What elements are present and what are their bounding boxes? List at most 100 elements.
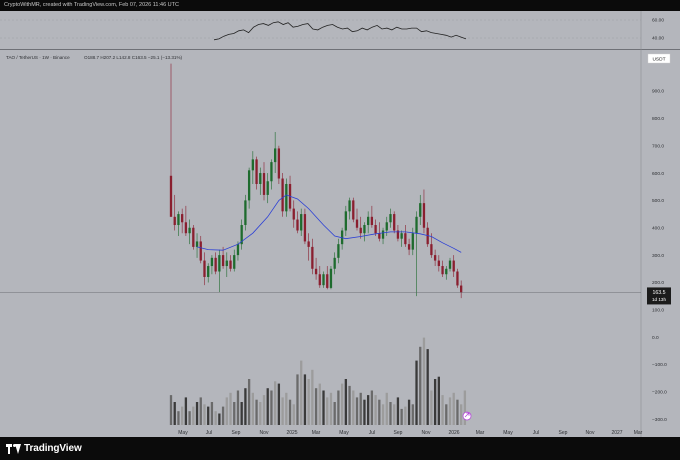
volume-bar [333,402,336,425]
candle [404,225,407,247]
candle [452,255,455,277]
volume-bar [329,392,333,425]
oscillator-tick-label: 60.00 [652,18,664,24]
candle-body [292,208,295,220]
time-axis[interactable] [0,426,641,437]
candle-body [396,230,400,239]
volume-bar [192,406,195,425]
candle [415,211,418,297]
candle-body [448,260,452,269]
volume-bar [322,390,325,425]
candle-body [311,246,314,269]
price-tick-label: 300.0 [652,253,664,259]
volume-bar [385,392,388,425]
volume-bar [445,404,448,425]
volume-bar [437,376,440,425]
candle-body [225,260,228,267]
candle-body [333,257,336,269]
candle-body [322,274,325,286]
candle [240,219,243,250]
volume-bar [318,383,321,425]
candle-body [233,255,236,269]
candle [277,145,281,184]
candle [218,249,221,293]
volume-bar [381,404,385,425]
candle-body [456,271,459,286]
candle [225,252,228,277]
time-tick-label: May [339,430,349,436]
candle-body [445,268,448,275]
volume-bar [218,413,221,425]
volume-bar [370,390,374,425]
time-tick-label: Nov [586,430,595,436]
candle [266,173,269,204]
volume-bar [251,392,254,425]
price-axis[interactable] [641,50,680,426]
candle-body [430,244,433,256]
candle [355,208,359,231]
candle [419,194,422,226]
symbol-title[interactable]: TAO / TetherUS · 1W · Binance [6,55,70,60]
volume-bar [340,383,344,425]
volume-bar [255,399,258,425]
time-tick-label: Nov [422,430,431,436]
candle [441,260,444,277]
volume-bar [207,406,210,425]
time-tick-label: Mar [634,430,643,436]
candle-body [348,200,351,212]
candle-body [255,159,258,184]
candle [314,257,318,280]
attribution-text: CryptoWithMR, created with TradingView.c… [4,2,179,8]
volume-bar [303,374,307,425]
chart-canvas[interactable]: 60.00 40.00 900.0 800.0 700.0 600.0 500.0 400.… [0,11,680,437]
volume-bar [426,349,429,425]
candle-body [326,274,329,288]
candle [311,238,314,275]
candle-body [240,225,243,245]
candle [344,205,347,236]
candle [262,162,266,201]
candle-body [422,203,426,228]
candle [445,266,448,280]
candle-body [244,200,247,226]
candle [255,156,258,190]
candle-body [251,159,254,171]
candle-body [359,227,362,234]
candle [281,173,284,217]
candle [448,257,452,272]
time-tick-label: Jul [369,430,375,436]
volume-bar [415,360,418,425]
candle [214,252,217,275]
time-tick-label: 2026 [448,430,459,436]
candle [233,249,236,272]
candle [296,211,299,234]
price-tick-label: 800.0 [652,116,664,122]
time-tick-label: 2027 [611,430,622,436]
currency-badge[interactable] [647,53,671,64]
tradingview-logo[interactable]: TradingView [6,442,82,455]
volume-bar [236,390,240,425]
candle-body [370,216,374,226]
arrow-icon [464,412,470,418]
candle-body [400,233,403,239]
candle [285,178,288,217]
candle-body [259,173,262,184]
tradingview-logo-text: TradingView [24,443,82,454]
volume-bar [300,360,303,425]
candle-body [296,219,299,231]
volume-bar [463,390,467,425]
candle [247,167,251,209]
volume-bar [210,402,214,425]
candle [433,249,437,267]
candle-body [389,214,392,223]
candle [389,208,392,228]
time-tick-label: Jul [206,430,212,436]
candle-body [393,214,396,231]
candle-body [300,214,303,231]
candle [322,271,325,288]
candle [460,280,463,299]
volume-bar [288,399,292,425]
volume-bar [448,397,452,425]
candle [199,235,202,264]
volume-bar [184,397,188,425]
